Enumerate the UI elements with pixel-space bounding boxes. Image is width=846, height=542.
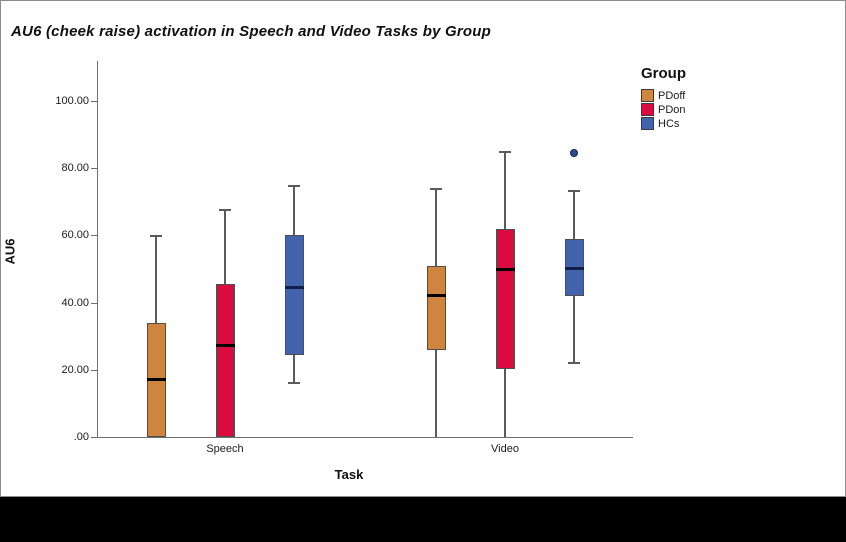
box-hcs-video: [564, 238, 584, 296]
outlier-hcs-video: [570, 149, 578, 158]
whisker-upper-pdon-speech: [224, 208, 226, 285]
whisker-lower-pdon-video: [504, 368, 506, 437]
legend-label-pdon: PDon: [658, 103, 686, 116]
box-hcs-speech: [284, 235, 304, 356]
whisker-lower-pdoff-video: [435, 349, 437, 437]
plot-area: AU6 Task .00 20.00 40.00 60.00 80.00 100.00 Sp…: [1, 1, 846, 498]
chart-panel: AU6 (cheek raise) activation in Speech a…: [0, 0, 846, 497]
y-tick-mark: [91, 437, 97, 438]
y-tick-mark: [91, 235, 97, 237]
x-axis-line: [97, 437, 633, 438]
whisker-cap-lower-hcs-speech: [288, 382, 300, 385]
y-tick-label: 80.00: [61, 162, 89, 175]
y-tick-mark: [91, 101, 97, 102]
whisker-cap-upper-hcs-speech: [288, 185, 300, 187]
box-pdon-speech: [215, 284, 235, 437]
y-tick-label: 100.00: [55, 95, 89, 107]
legend-swatch-pdoff: [641, 89, 654, 102]
x-axis-title: Task: [334, 467, 364, 482]
legend-item-pdon: PDon: [641, 103, 686, 116]
whisker-lower-hcs-speech: [293, 355, 295, 384]
y-tick-label: .00: [73, 431, 89, 443]
y-tick-label: 20.00: [61, 363, 89, 376]
whisker-upper-hcs-speech: [293, 185, 295, 236]
legend-swatch-hcs: [641, 117, 654, 130]
legend: Group PDoff PDon HCs: [641, 65, 686, 131]
legend-swatch-pdon: [641, 103, 654, 116]
whisker-lower-hcs-video: [573, 295, 575, 364]
legend-item-hcs: HCs: [641, 117, 686, 130]
chart-title: AU6 (cheek raise) activation in Speech a…: [11, 23, 491, 40]
median-pdoff-speech: [146, 378, 166, 382]
y-tick-mark: [91, 369, 97, 371]
legend-item-pdoff: PDoff: [641, 89, 686, 102]
whisker-cap-upper-pdon-speech: [219, 208, 231, 211]
whisker-upper-pdoff-video: [435, 188, 437, 266]
y-tick-label: 60.00: [61, 229, 89, 242]
whisker-cap-upper-pdoff-video: [430, 188, 442, 191]
legend-title: Group: [641, 65, 686, 82]
median-pdon-video: [495, 268, 515, 271]
median-pdoff-video: [426, 293, 446, 297]
x-category-label-video: Video: [491, 443, 519, 455]
box-pdoff-video: [426, 265, 446, 350]
y-axis-line: [97, 61, 98, 437]
whisker-cap-upper-pdoff-speech: [150, 235, 162, 238]
y-tick-label: 40.00: [61, 296, 89, 309]
median-hcs-video: [564, 267, 584, 271]
bottom-black-bar: [0, 497, 846, 542]
y-tick-mark: [91, 302, 97, 304]
box-pdon-video: [495, 228, 515, 369]
whisker-upper-hcs-video: [573, 190, 575, 239]
median-pdon-speech: [215, 344, 235, 348]
whisker-upper-pdoff-speech: [155, 235, 157, 323]
whisker-upper-pdon-video: [504, 151, 506, 229]
x-category-label-speech: Speech: [206, 443, 244, 455]
legend-label-pdoff: PDoff: [658, 89, 686, 102]
whisker-cap-upper-hcs-video: [568, 190, 580, 193]
y-axis-title: AU6: [2, 238, 18, 265]
whisker-cap-lower-hcs-video: [568, 362, 580, 365]
y-tick-mark: [91, 168, 97, 170]
median-hcs-speech: [284, 286, 304, 290]
legend-label-hcs: HCs: [658, 117, 680, 130]
whisker-cap-upper-pdon-video: [499, 151, 511, 154]
